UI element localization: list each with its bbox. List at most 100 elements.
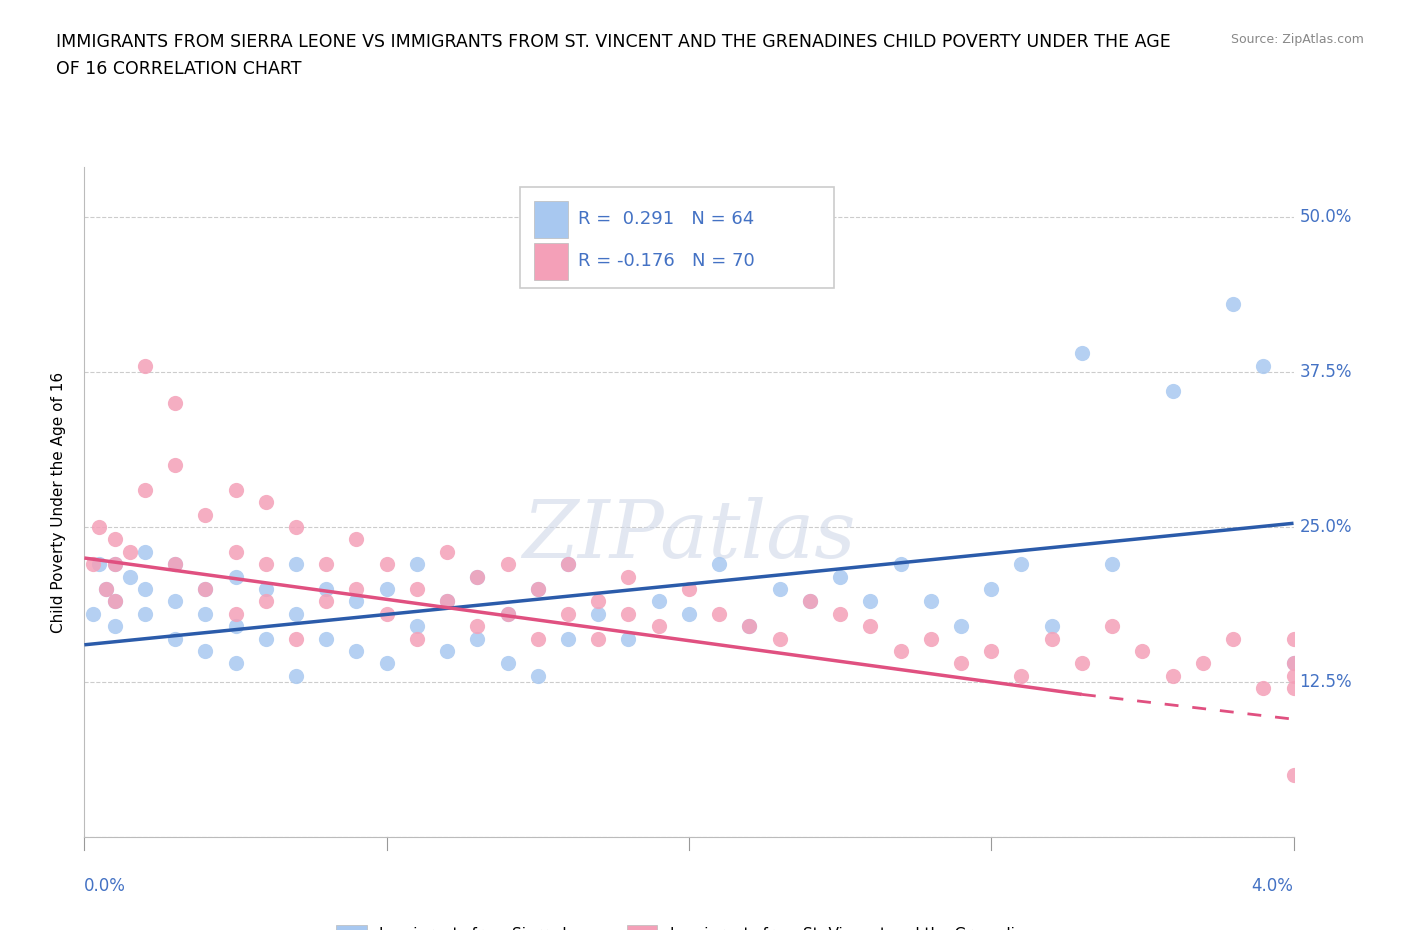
Point: [1040, 618, 1063, 633]
Point: [1011, 557, 1033, 572]
Legend: Immigrants from Sierra Leone, Immigrants from St. Vincent and the Grenadines: Immigrants from Sierra Leone, Immigrants…: [336, 925, 1042, 930]
Point: [225, 656, 247, 671]
Point: [225, 569, 247, 584]
Point: [346, 644, 368, 658]
Point: [830, 606, 852, 621]
Point: [709, 557, 731, 572]
Point: [557, 606, 579, 621]
Point: [94, 581, 117, 596]
Point: [82, 557, 104, 572]
Point: [104, 618, 127, 633]
Point: [527, 581, 550, 596]
Point: [1282, 669, 1305, 684]
Point: [118, 569, 141, 584]
Text: 12.5%: 12.5%: [1299, 673, 1353, 691]
Point: [134, 483, 156, 498]
Point: [678, 606, 700, 621]
Point: [980, 644, 1002, 658]
Point: [890, 644, 912, 658]
Point: [1222, 631, 1244, 646]
Point: [82, 606, 104, 621]
Point: [709, 606, 731, 621]
Point: [1192, 656, 1215, 671]
Point: [315, 594, 337, 609]
Text: R =  0.291   N = 64: R = 0.291 N = 64: [578, 210, 754, 228]
Point: [647, 594, 671, 609]
Point: [165, 594, 187, 609]
Point: [406, 618, 429, 633]
Point: [284, 520, 308, 535]
Point: [678, 581, 700, 596]
Point: [467, 569, 489, 584]
Point: [1282, 656, 1305, 671]
Point: [557, 557, 579, 572]
Text: Source: ZipAtlas.com: Source: ZipAtlas.com: [1230, 33, 1364, 46]
Point: [315, 581, 337, 596]
Point: [104, 557, 127, 572]
Point: [315, 557, 337, 572]
Point: [194, 581, 217, 596]
Point: [406, 557, 429, 572]
Point: [557, 631, 579, 646]
Point: [284, 606, 308, 621]
Point: [346, 532, 368, 547]
Point: [436, 644, 458, 658]
Point: [134, 581, 156, 596]
Point: [118, 544, 141, 559]
Point: [194, 581, 217, 596]
Point: [104, 557, 127, 572]
Point: [1282, 681, 1305, 696]
Point: [315, 631, 337, 646]
Point: [104, 594, 127, 609]
Point: [830, 569, 852, 584]
Point: [406, 581, 429, 596]
Point: [769, 631, 792, 646]
Point: [165, 395, 187, 410]
Point: [527, 669, 550, 684]
Point: [799, 594, 821, 609]
Point: [950, 618, 973, 633]
Point: [1011, 669, 1033, 684]
Text: 37.5%: 37.5%: [1299, 363, 1353, 381]
Point: [950, 656, 973, 671]
Point: [1132, 644, 1154, 658]
Text: OF 16 CORRELATION CHART: OF 16 CORRELATION CHART: [56, 60, 302, 78]
Point: [1071, 346, 1094, 361]
Point: [194, 606, 217, 621]
Point: [165, 631, 187, 646]
Point: [496, 606, 519, 621]
Point: [980, 581, 1002, 596]
Point: [1040, 631, 1063, 646]
Point: [104, 532, 127, 547]
Point: [738, 618, 761, 633]
Point: [496, 656, 519, 671]
Point: [134, 544, 156, 559]
Point: [1251, 681, 1274, 696]
Point: [194, 507, 217, 522]
Point: [467, 569, 489, 584]
Point: [799, 594, 821, 609]
Point: [1161, 383, 1184, 398]
Text: R = -0.176   N = 70: R = -0.176 N = 70: [578, 252, 755, 270]
Point: [496, 606, 519, 621]
Point: [94, 581, 117, 596]
Point: [134, 358, 156, 373]
Point: [1101, 557, 1123, 572]
Text: ZIPatlas: ZIPatlas: [522, 497, 856, 575]
Point: [647, 618, 671, 633]
Point: [165, 557, 187, 572]
Point: [890, 557, 912, 572]
Point: [496, 557, 519, 572]
Point: [859, 594, 882, 609]
Point: [738, 618, 761, 633]
Point: [225, 606, 247, 621]
Point: [1101, 618, 1123, 633]
Point: [920, 594, 942, 609]
Point: [104, 594, 127, 609]
Point: [1251, 358, 1274, 373]
Point: [527, 581, 550, 596]
Point: [375, 606, 398, 621]
Point: [1282, 631, 1305, 646]
Point: [225, 544, 247, 559]
Point: [859, 618, 882, 633]
